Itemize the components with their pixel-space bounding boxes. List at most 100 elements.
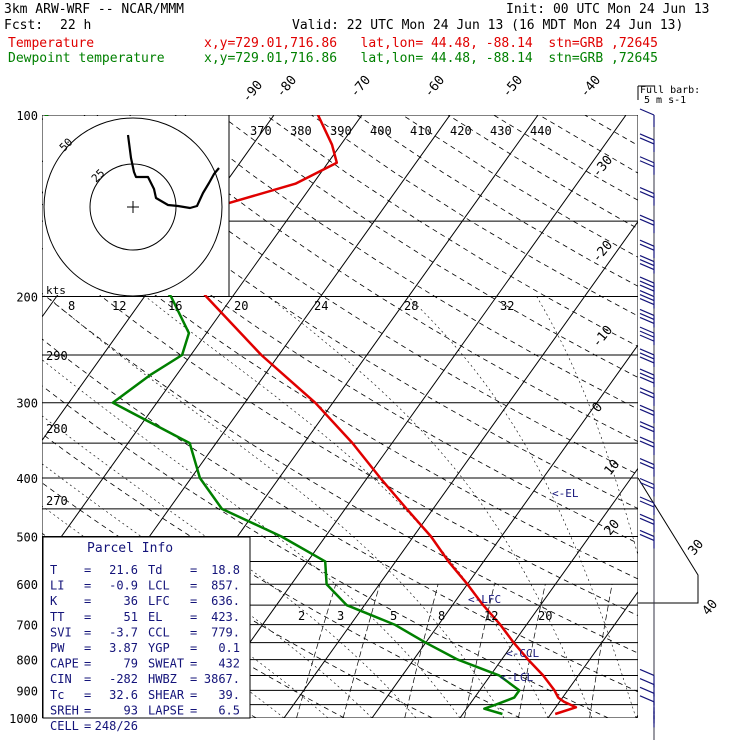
parcel-eq: = — [190, 610, 197, 624]
theta-label-410: 410 — [410, 124, 432, 138]
wind-barb — [639, 408, 655, 416]
mixing-ratio-label-5: 5 — [390, 609, 397, 623]
wind-barb — [639, 496, 655, 504]
parcel-eq: = — [84, 610, 91, 624]
parcel-eq: = — [190, 688, 197, 702]
theta-label-420: 420 — [450, 124, 472, 138]
hodo-speed-label-32: 32 — [500, 299, 514, 313]
hodo-speed-label-8: 8 — [68, 299, 75, 313]
dewpoint-legend: Dewpoint temperature — [8, 51, 165, 66]
wind-barb — [639, 239, 655, 247]
barb-legend-line2: 5 m s-1 — [644, 95, 686, 106]
dry-adiabat-460 — [493, 115, 638, 201]
parcel-eq: = — [190, 625, 197, 639]
isotherm-40 — [724, 115, 740, 718]
isotherm--10 — [283, 220, 638, 718]
parcel-key: K — [50, 594, 58, 608]
moist-adiabat-25 — [267, 296, 593, 718]
isotherm-label: -30 — [590, 153, 617, 181]
wind-barb — [639, 308, 655, 317]
wind-barb — [639, 425, 655, 433]
parcel-value: 432 — [218, 657, 240, 671]
wind-barb — [639, 517, 655, 525]
mixing-ratio-label-20: 20 — [538, 609, 552, 623]
parcel-eq: = — [190, 563, 197, 577]
parcel-key: SWEAT — [148, 657, 184, 671]
wind-barb — [639, 462, 655, 470]
parcel-info-title: Parcel Info — [87, 541, 173, 556]
parcel-value: 32.6 — [109, 688, 138, 702]
parcel-value: 51 — [124, 610, 138, 624]
parcel-value: -3.7 — [109, 625, 138, 639]
wind-barb — [639, 533, 655, 542]
parcel-key: EL — [148, 610, 162, 624]
theta-label-400: 400 — [370, 124, 392, 138]
wind-barb — [639, 255, 655, 263]
theta-label-390: 390 — [330, 124, 352, 138]
wind-barb — [639, 695, 655, 703]
isotherm-label: -50 — [500, 73, 527, 101]
wind-barb — [639, 156, 655, 164]
wind-barb — [639, 218, 655, 226]
parcel-key: Td — [148, 563, 162, 577]
level-marker: <-LFC — [468, 593, 501, 606]
parcel-key: LFC — [148, 594, 170, 608]
mixing-ratio-label-12: 12 — [484, 609, 498, 623]
wind-barb — [639, 348, 655, 356]
wind-barb — [639, 686, 655, 694]
parcel-eq: = — [190, 657, 197, 671]
parcel-value: -0.9 — [109, 579, 138, 593]
parcel-value: 39. — [218, 688, 240, 702]
init-time: Init: 00 UTC Mon 24 Jun 13 — [506, 2, 710, 17]
isotherm-label: 30 — [686, 537, 708, 559]
moist-adiabat-5 — [42, 415, 417, 718]
wind-barb — [639, 391, 655, 399]
level-marker: <-CCL — [506, 647, 539, 660]
parcel-value: 6.5 — [218, 703, 240, 717]
parcel-key: YGP — [148, 641, 170, 655]
parcel-key: SVI — [50, 625, 72, 639]
isotherm-label: -40 — [578, 73, 605, 101]
parcel-eq: = — [190, 641, 197, 655]
parcel-value: -282 — [109, 672, 138, 686]
wind-barb — [639, 297, 655, 306]
parcel-key: LI — [50, 579, 64, 593]
wind-barb — [639, 187, 655, 195]
parcel-eq: = — [84, 672, 91, 686]
wind-barb — [639, 160, 655, 168]
wind-barb — [639, 356, 655, 364]
wind-barb — [639, 284, 655, 292]
wind-barb — [639, 368, 655, 376]
theta-label-370: 370 — [250, 124, 272, 138]
theta-label-280: 280 — [46, 422, 68, 436]
wind-barb — [639, 330, 655, 338]
parcel-eq: = — [84, 719, 91, 733]
theta-label-270: 270 — [46, 494, 68, 508]
parcel-value: 93 — [124, 703, 138, 717]
parcel-key: TT — [50, 610, 64, 624]
parcel-eq: = — [84, 625, 91, 639]
wind-barb — [639, 293, 655, 302]
isotherm-20 — [547, 590, 638, 718]
hodograph-units: kts — [46, 284, 66, 297]
wind-barb — [639, 108, 655, 116]
wind-barb — [639, 668, 655, 676]
parcel-eq: = — [190, 672, 197, 686]
pressure-label-500: 500 — [16, 530, 38, 544]
wind-barb — [639, 421, 655, 429]
theta-label-380: 380 — [290, 124, 312, 138]
wind-barb — [639, 133, 655, 141]
mixing-ratio-label-8: 8 — [438, 609, 445, 623]
hodograph-trace — [126, 134, 220, 210]
barb-legend-line1: Full barb: — [640, 85, 700, 96]
hodograph-ring-50 — [43, 117, 223, 297]
isotherm-10 — [459, 467, 638, 718]
wind-barb — [639, 481, 655, 490]
parcel-key: T — [50, 563, 57, 577]
wind-barb — [639, 500, 655, 508]
parcel-value: 36 — [124, 594, 138, 608]
wind-barb — [639, 372, 655, 380]
parcel-eq: = — [190, 594, 197, 608]
